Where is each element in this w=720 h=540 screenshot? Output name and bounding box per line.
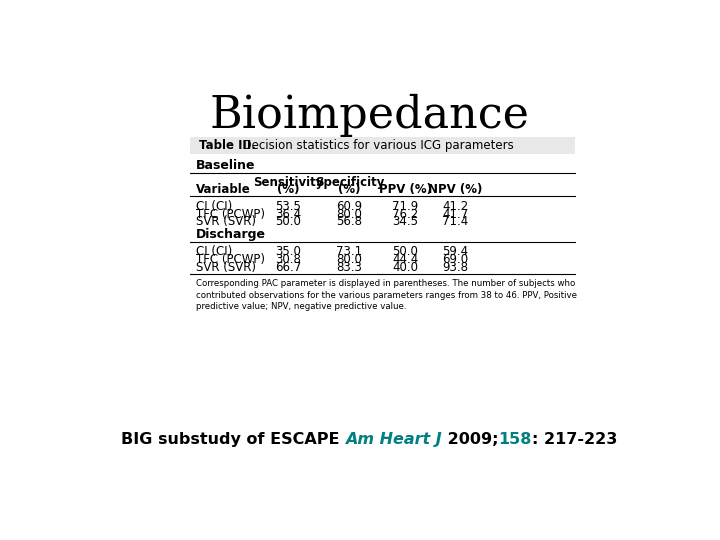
- Text: 93.8: 93.8: [443, 261, 469, 274]
- Text: 2009;: 2009;: [442, 431, 498, 447]
- Text: (%): (%): [277, 183, 300, 196]
- Text: (%): (%): [338, 183, 361, 196]
- Text: SVR (SVR): SVR (SVR): [196, 215, 256, 228]
- Text: 44.4: 44.4: [392, 253, 418, 266]
- Text: Decision statistics for various ICG parameters: Decision statistics for various ICG para…: [235, 139, 514, 152]
- Text: 83.3: 83.3: [336, 261, 362, 274]
- Text: 71.9: 71.9: [392, 200, 418, 213]
- Text: Bioimpedance: Bioimpedance: [209, 94, 529, 137]
- Text: CI (CI): CI (CI): [196, 200, 233, 213]
- Text: TFC (PCWP): TFC (PCWP): [196, 253, 265, 266]
- Text: 69.0: 69.0: [442, 253, 469, 266]
- Text: Variable: Variable: [196, 183, 251, 196]
- Text: Table III.: Table III.: [199, 139, 256, 152]
- Text: Discharge: Discharge: [196, 228, 266, 241]
- Text: : 217-223: : 217-223: [531, 431, 617, 447]
- Text: 56.8: 56.8: [336, 215, 362, 228]
- Text: 53.5: 53.5: [275, 200, 301, 213]
- Text: 41.2: 41.2: [442, 200, 469, 213]
- Text: 30.8: 30.8: [275, 253, 301, 266]
- Text: 73.1: 73.1: [336, 245, 363, 258]
- Text: Sensitivity: Sensitivity: [253, 176, 323, 189]
- Text: 158: 158: [498, 431, 531, 447]
- Text: 60.9: 60.9: [336, 200, 363, 213]
- Text: Corresponding PAC parameter is displayed in parentheses. The number of subjects : Corresponding PAC parameter is displayed…: [196, 279, 575, 288]
- Text: PPV (%): PPV (%): [379, 183, 432, 196]
- Text: TFC (PCWP): TFC (PCWP): [196, 207, 265, 220]
- Text: 59.4: 59.4: [442, 245, 469, 258]
- Text: 50.0: 50.0: [275, 215, 301, 228]
- Text: 35.0: 35.0: [275, 245, 301, 258]
- Text: 36.4: 36.4: [275, 207, 301, 220]
- FancyBboxPatch shape: [190, 137, 575, 154]
- Text: 50.0: 50.0: [392, 245, 418, 258]
- Text: predictive value; NPV, negative predictive value.: predictive value; NPV, negative predicti…: [196, 302, 407, 311]
- Text: 34.5: 34.5: [392, 215, 418, 228]
- Text: 66.7: 66.7: [275, 261, 301, 274]
- Text: contributed observations for the various parameters ranges from 38 to 46. PPV, P: contributed observations for the various…: [196, 291, 577, 300]
- Text: SVR (SVR): SVR (SVR): [196, 261, 256, 274]
- Text: Specificity: Specificity: [315, 176, 384, 189]
- Text: CI (CI): CI (CI): [196, 245, 233, 258]
- Text: 71.4: 71.4: [442, 215, 469, 228]
- Text: 41.7: 41.7: [442, 207, 469, 220]
- Text: 80.0: 80.0: [336, 207, 362, 220]
- Text: Am Heart J: Am Heart J: [345, 431, 442, 447]
- Text: NPV (%): NPV (%): [428, 183, 482, 196]
- Text: 80.0: 80.0: [336, 253, 362, 266]
- Text: Baseline: Baseline: [196, 159, 256, 172]
- Text: 40.0: 40.0: [392, 261, 418, 274]
- Text: BIG substudy of ESCAPE: BIG substudy of ESCAPE: [121, 431, 345, 447]
- Text: 76.2: 76.2: [392, 207, 418, 220]
